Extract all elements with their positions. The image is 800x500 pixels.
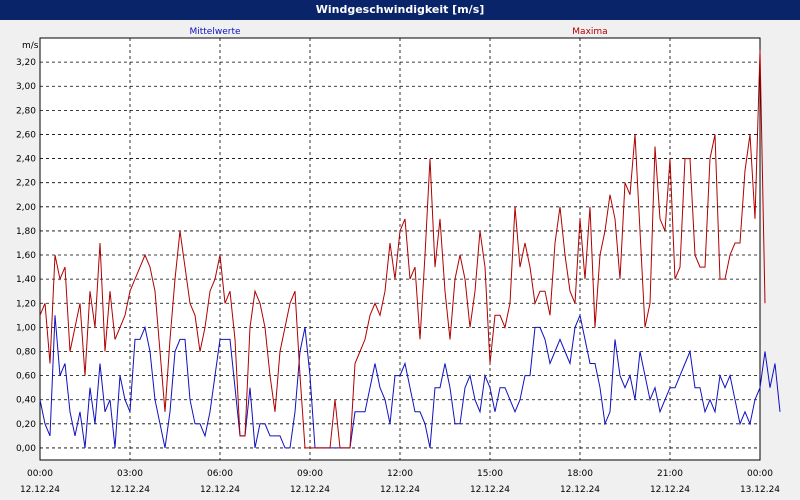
x-tick-date: 12.12.24 xyxy=(650,485,690,495)
x-axis-ticks: 00:00 12.12.24 03:00 12.12.24 06:00 12.12.24 0… xyxy=(20,469,780,495)
x-tick-date: 12.12.24 xyxy=(560,485,600,495)
y-tick-label: 1,80 xyxy=(16,227,36,237)
y-tick-label: 2,00 xyxy=(16,203,36,213)
x-tick-time: 12:00 xyxy=(387,469,413,479)
x-tick-date: 12.12.24 xyxy=(470,485,510,495)
legend-maxima: Maxima xyxy=(572,27,607,37)
series-maxima-line xyxy=(39,50,766,449)
y-tick-label: 2,20 xyxy=(16,179,36,189)
chart-title: Windgeschwindigkeit [m/s] xyxy=(0,0,800,20)
y-tick-label: 0,60 xyxy=(16,372,36,382)
x-tick-time: 09:00 xyxy=(297,469,323,479)
x-tick-date: 13.12.24 xyxy=(740,485,780,495)
legend-mittelwerte: Mittelwerte xyxy=(189,27,240,37)
x-tick-date: 12.12.24 xyxy=(290,485,330,495)
x-tick-time: 03:00 xyxy=(117,469,143,479)
x-tick-date: 12.12.24 xyxy=(110,485,150,495)
y-axis-ticks: 0,00 0,20 0,40 0,60 0,80 1,00 1,20 1,40 1,60 1,80… xyxy=(16,58,36,454)
y-tick-label: 1,40 xyxy=(16,275,36,285)
y-tick-label: 1,20 xyxy=(16,299,36,309)
x-tick-date: 12.12.24 xyxy=(380,485,420,495)
y-tick-label: 1,00 xyxy=(16,323,36,333)
x-tick-time: 21:00 xyxy=(657,469,683,479)
x-tick-time: 00:00 xyxy=(747,469,773,479)
y-tick-label: 0,40 xyxy=(16,396,36,406)
y-tick-label: 2,60 xyxy=(16,130,36,140)
y-tick-label: 0,80 xyxy=(16,347,36,357)
x-tick-time: 06:00 xyxy=(207,469,233,479)
x-tick-time: 15:00 xyxy=(477,469,503,479)
y-tick-label: 2,80 xyxy=(16,106,36,116)
x-tick-time: 00:00 xyxy=(27,469,53,479)
y-tick-label: 3,20 xyxy=(16,58,36,68)
y-axis-unit: m/s xyxy=(22,41,39,51)
x-tick-date: 12.12.24 xyxy=(200,485,240,495)
series-mittelwerte-line xyxy=(39,313,781,449)
wind-speed-chart: 0,00 0,20 0,40 0,60 0,80 1,00 1,20 1,40 1,60 1,80… xyxy=(16,27,781,495)
y-tick-label: 2,40 xyxy=(16,155,36,165)
x-tick-date: 12.12.24 xyxy=(20,485,60,495)
x-tick-time: 18:00 xyxy=(567,469,593,479)
y-tick-label: 0,20 xyxy=(16,420,36,430)
y-tick-label: 3,00 xyxy=(16,82,36,92)
y-tick-label: 0,00 xyxy=(16,444,36,454)
y-tick-label: 1,60 xyxy=(16,251,36,261)
